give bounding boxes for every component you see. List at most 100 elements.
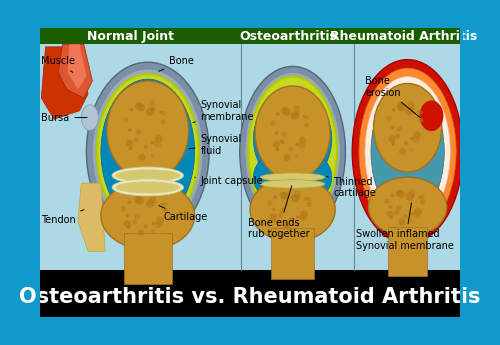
- Ellipse shape: [112, 179, 184, 196]
- Circle shape: [137, 104, 145, 111]
- Ellipse shape: [101, 79, 194, 224]
- Circle shape: [272, 218, 276, 222]
- Polygon shape: [58, 44, 92, 98]
- Circle shape: [390, 215, 393, 219]
- Circle shape: [288, 146, 293, 151]
- Text: Osteoarthritis: Osteoarthritis: [240, 30, 338, 43]
- Ellipse shape: [96, 74, 199, 229]
- Text: Tendon: Tendon: [42, 210, 84, 225]
- Circle shape: [384, 198, 390, 204]
- Circle shape: [396, 103, 403, 110]
- Bar: [37, 26, 40, 319]
- Circle shape: [295, 142, 298, 146]
- Circle shape: [414, 208, 422, 216]
- Bar: [37, 26, 463, 44]
- Circle shape: [291, 194, 299, 203]
- Circle shape: [272, 208, 276, 211]
- Ellipse shape: [260, 180, 325, 188]
- Circle shape: [398, 190, 405, 198]
- Circle shape: [304, 197, 308, 200]
- Circle shape: [296, 215, 300, 219]
- Circle shape: [130, 108, 133, 112]
- Circle shape: [404, 140, 408, 145]
- Circle shape: [274, 131, 278, 135]
- Circle shape: [134, 138, 139, 142]
- Ellipse shape: [116, 169, 180, 181]
- Ellipse shape: [255, 86, 330, 180]
- Bar: [124, 233, 172, 284]
- Bar: [460, 26, 463, 319]
- Circle shape: [135, 103, 142, 110]
- Circle shape: [306, 202, 312, 207]
- Circle shape: [162, 111, 166, 115]
- Ellipse shape: [248, 77, 337, 227]
- Circle shape: [280, 139, 284, 144]
- Circle shape: [394, 210, 399, 215]
- Circle shape: [282, 131, 287, 137]
- Circle shape: [152, 222, 155, 225]
- Circle shape: [126, 139, 134, 147]
- Circle shape: [161, 119, 166, 124]
- Ellipse shape: [107, 81, 188, 180]
- Circle shape: [398, 104, 406, 111]
- Circle shape: [124, 220, 131, 227]
- Circle shape: [307, 197, 312, 201]
- Circle shape: [391, 142, 395, 146]
- Ellipse shape: [371, 85, 444, 218]
- Circle shape: [410, 212, 414, 216]
- Ellipse shape: [365, 77, 450, 227]
- Circle shape: [136, 197, 144, 205]
- Circle shape: [420, 200, 425, 205]
- Circle shape: [288, 218, 292, 222]
- Circle shape: [274, 195, 277, 199]
- Circle shape: [294, 105, 300, 111]
- Circle shape: [151, 230, 155, 234]
- Circle shape: [413, 131, 421, 139]
- Circle shape: [270, 214, 277, 221]
- Circle shape: [278, 213, 283, 218]
- Circle shape: [151, 141, 154, 145]
- Circle shape: [398, 102, 404, 107]
- Circle shape: [137, 102, 142, 107]
- Circle shape: [404, 214, 408, 219]
- Circle shape: [408, 189, 415, 195]
- Circle shape: [150, 106, 156, 111]
- Circle shape: [126, 214, 130, 217]
- Circle shape: [164, 203, 168, 207]
- Circle shape: [150, 195, 156, 201]
- Circle shape: [136, 196, 141, 201]
- Ellipse shape: [260, 173, 325, 181]
- Circle shape: [134, 197, 140, 204]
- Circle shape: [298, 137, 306, 145]
- Circle shape: [295, 111, 300, 116]
- Circle shape: [276, 112, 280, 116]
- Circle shape: [270, 121, 276, 126]
- Circle shape: [152, 199, 156, 204]
- Circle shape: [298, 142, 305, 149]
- Ellipse shape: [92, 69, 203, 234]
- Circle shape: [154, 140, 162, 148]
- Circle shape: [282, 191, 286, 196]
- Circle shape: [143, 224, 148, 229]
- Bar: [37, 317, 463, 319]
- Text: Synovial
membrane: Synovial membrane: [193, 100, 254, 122]
- Polygon shape: [42, 47, 88, 119]
- Ellipse shape: [101, 181, 194, 249]
- Circle shape: [282, 192, 290, 200]
- Ellipse shape: [240, 67, 346, 237]
- Text: Cartilage: Cartilage: [159, 206, 208, 222]
- Text: Normal Joint: Normal Joint: [87, 30, 174, 43]
- Circle shape: [280, 208, 285, 213]
- Circle shape: [296, 194, 300, 199]
- Circle shape: [138, 229, 144, 236]
- Circle shape: [406, 107, 413, 116]
- Ellipse shape: [420, 100, 444, 131]
- Circle shape: [417, 110, 420, 114]
- Circle shape: [155, 220, 162, 228]
- Circle shape: [144, 145, 148, 149]
- Ellipse shape: [374, 83, 442, 172]
- Text: Joint capsule: Joint capsule: [194, 176, 263, 186]
- Ellipse shape: [368, 177, 447, 237]
- Circle shape: [419, 110, 424, 115]
- Circle shape: [128, 128, 132, 132]
